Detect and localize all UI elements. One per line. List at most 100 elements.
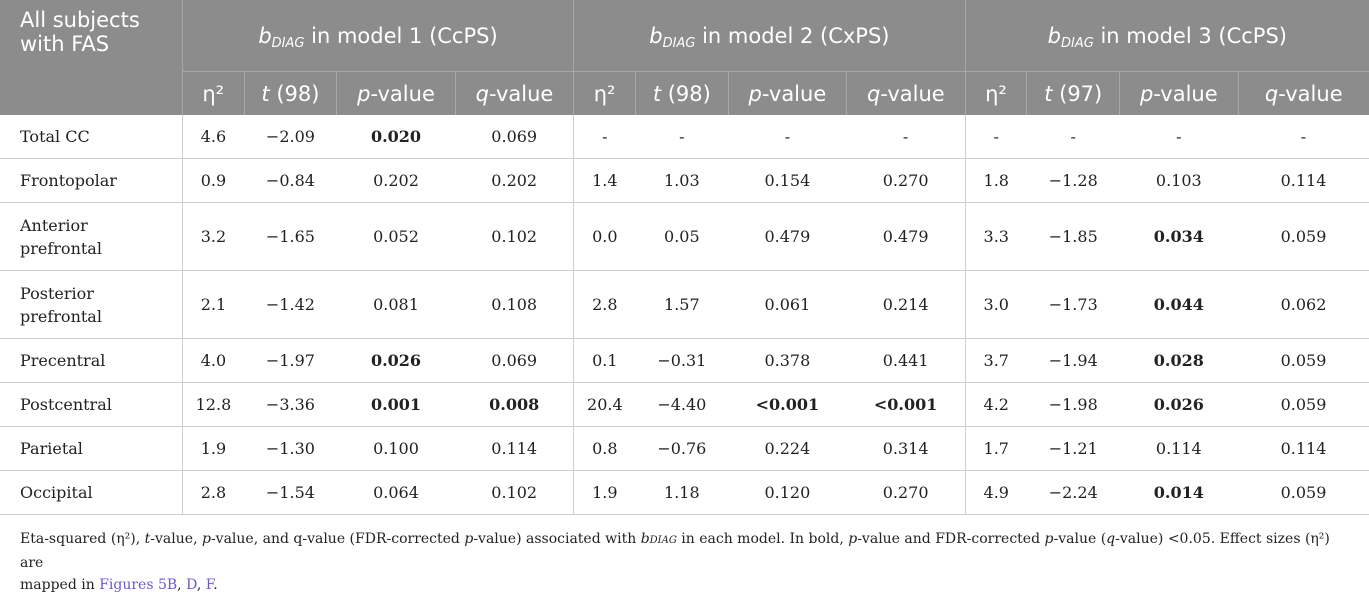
table-cell: 0.114 bbox=[1119, 426, 1239, 471]
table-cell: 0.014 bbox=[1119, 470, 1239, 515]
table-cell: 0.8 bbox=[573, 426, 636, 471]
table-cell: −1.54 bbox=[244, 470, 337, 515]
table-cell: 0.479 bbox=[846, 202, 966, 271]
table-cell: −0.76 bbox=[635, 426, 729, 471]
table-row: Postcentral 12.8 −3.36 0.001 0.008 20.4 −4.40 <… bbox=[0, 382, 1369, 427]
table-cell: 0.214 bbox=[846, 270, 966, 339]
table-cell: 0.059 bbox=[1238, 202, 1369, 271]
figure-link-5b[interactable]: Figures 5B bbox=[99, 577, 178, 593]
table-cell: −1.65 bbox=[244, 202, 337, 271]
table-cell: −1.21 bbox=[1026, 426, 1120, 471]
table-cell: 0.314 bbox=[846, 426, 966, 471]
subheader-row: η² t (98) p-value q-value η² t (98) p-value q-v… bbox=[0, 71, 1369, 115]
table-cell: 3.2 bbox=[181, 202, 245, 271]
table-cell: 2.1 bbox=[181, 270, 245, 339]
table-cell: 2.8 bbox=[181, 470, 245, 515]
subheader-cell: t (98) bbox=[634, 71, 729, 115]
table-row: Total CC 4.6 −2.09 0.020 0.069- - - - - - - - bbox=[0, 115, 1369, 159]
table-cell: <0.001 bbox=[846, 382, 966, 427]
table-cell: 0.100 bbox=[336, 426, 456, 471]
table-cell: −2.24 bbox=[1026, 470, 1120, 515]
table-cell: 0.061 bbox=[728, 270, 847, 339]
table-cell: - bbox=[1026, 115, 1120, 159]
table-cell: 0.154 bbox=[728, 158, 847, 203]
results-table: All subjects with FAS bDIAG in model 1 (… bbox=[0, 0, 1369, 515]
table-cell: 0.059 bbox=[1238, 382, 1369, 427]
table-cell: 0.081 bbox=[336, 270, 456, 339]
subheader-cell: p-value bbox=[1119, 71, 1239, 115]
table-cell: 0.001 bbox=[336, 382, 456, 427]
table-cell: 0.270 bbox=[846, 158, 966, 203]
table-cell: 0.059 bbox=[1238, 338, 1369, 383]
table-cell: 0.202 bbox=[455, 158, 574, 203]
row-label: Postcentral bbox=[0, 382, 183, 427]
subheader-cell: q-value bbox=[454, 71, 574, 115]
table-cell: −3.36 bbox=[244, 382, 337, 427]
table-cell: 0.062 bbox=[1238, 270, 1369, 339]
table-cell: 0.378 bbox=[728, 338, 847, 383]
table-footnote: Eta-squared (η²), t-value, p-value, and … bbox=[20, 531, 1330, 593]
table-cell: −1.97 bbox=[244, 338, 337, 383]
table-cell: −2.09 bbox=[244, 115, 337, 159]
table-cell: 0.202 bbox=[336, 158, 456, 203]
group-header-model-1: bDIAG in model 1 (CcPS) bbox=[181, 0, 574, 72]
table-cell: - bbox=[635, 115, 729, 159]
table-cell: 1.4 bbox=[573, 158, 636, 203]
table-cell: −1.30 bbox=[244, 426, 337, 471]
table-cell: 0.059 bbox=[1238, 470, 1369, 515]
table-cell: - bbox=[1238, 115, 1369, 159]
table-cell: −1.94 bbox=[1026, 338, 1120, 383]
table-cell: 0.114 bbox=[1238, 158, 1369, 203]
table-row: Anterior prefrontal 3.2 −1.65 0.052 0.102 0.0 0… bbox=[0, 202, 1369, 271]
table-cell: 0.270 bbox=[846, 470, 966, 515]
table-cell: 0.069 bbox=[455, 338, 574, 383]
table-cell: 0.044 bbox=[1119, 270, 1239, 339]
subheader-cell: q-value bbox=[846, 71, 966, 115]
table-body: Total CC 4.6 −2.09 0.020 0.069- - - - - - - - Fronto… bbox=[0, 115, 1369, 515]
row-label: Occipital bbox=[0, 470, 183, 515]
row-label: Posterior prefrontal bbox=[0, 270, 183, 339]
table-cell: −1.98 bbox=[1026, 382, 1120, 427]
table-cell: 0.102 bbox=[455, 470, 574, 515]
subheader-cell: t (98) bbox=[243, 71, 337, 115]
table-row: Posterior prefrontal 2.1 −1.42 0.081 0.108 2.8… bbox=[0, 270, 1369, 339]
table-cell: 0.028 bbox=[1119, 338, 1239, 383]
table-cell: 0.008 bbox=[455, 382, 574, 427]
subheader-cell: t (97) bbox=[1026, 71, 1120, 115]
table-cell: 0.103 bbox=[1119, 158, 1239, 203]
table-cell: - bbox=[728, 115, 847, 159]
subheader-cell: q-value bbox=[1237, 71, 1369, 115]
table-cell: 4.2 bbox=[964, 382, 1027, 427]
table-cell: 0.026 bbox=[336, 338, 456, 383]
row-label: Precentral bbox=[0, 338, 183, 383]
table-cell: −0.84 bbox=[244, 158, 337, 203]
table-cell: −1.28 bbox=[1026, 158, 1120, 203]
table-cell: 0.052 bbox=[336, 202, 456, 271]
table-cell: 2.8 bbox=[573, 270, 636, 339]
figure-link-f[interactable]: F bbox=[205, 577, 214, 593]
table-cell: 12.8 bbox=[181, 382, 245, 427]
table-cell: 20.4 bbox=[573, 382, 636, 427]
table-cell: −1.73 bbox=[1026, 270, 1120, 339]
row-label: Frontopolar bbox=[0, 158, 183, 203]
figure-link-d[interactable]: D bbox=[186, 577, 197, 593]
table-cell: 0.102 bbox=[455, 202, 574, 271]
table-row: Occipital 2.8 −1.54 0.064 0.102 1.9 1.18 0.120 0… bbox=[0, 470, 1369, 515]
table-cell: 0.441 bbox=[846, 338, 966, 383]
table-cell: 0.114 bbox=[455, 426, 574, 471]
table-header: All subjects with FAS bDIAG in model 1 (… bbox=[0, 0, 1369, 115]
table-cell: −4.40 bbox=[635, 382, 729, 427]
table-row: Precentral 4.0 −1.97 0.026 0.069 0.1 −0.31 0.37… bbox=[0, 338, 1369, 383]
table-cell: - bbox=[573, 115, 636, 159]
table-cell: 0.0 bbox=[573, 202, 636, 271]
group-header-model-3: bDIAG in model 3 (CcPS) bbox=[964, 0, 1369, 72]
table-cell: - bbox=[846, 115, 966, 159]
table-cell: 4.0 bbox=[181, 338, 245, 383]
table-cell: 3.3 bbox=[964, 202, 1027, 271]
table-cell: 0.224 bbox=[728, 426, 847, 471]
table-cell: 4.6 bbox=[181, 115, 245, 159]
table-cell: 0.020 bbox=[336, 115, 456, 159]
table-cell: 3.0 bbox=[964, 270, 1027, 339]
table-cell: 1.57 bbox=[635, 270, 729, 339]
subheader-cell: p-value bbox=[727, 71, 847, 115]
